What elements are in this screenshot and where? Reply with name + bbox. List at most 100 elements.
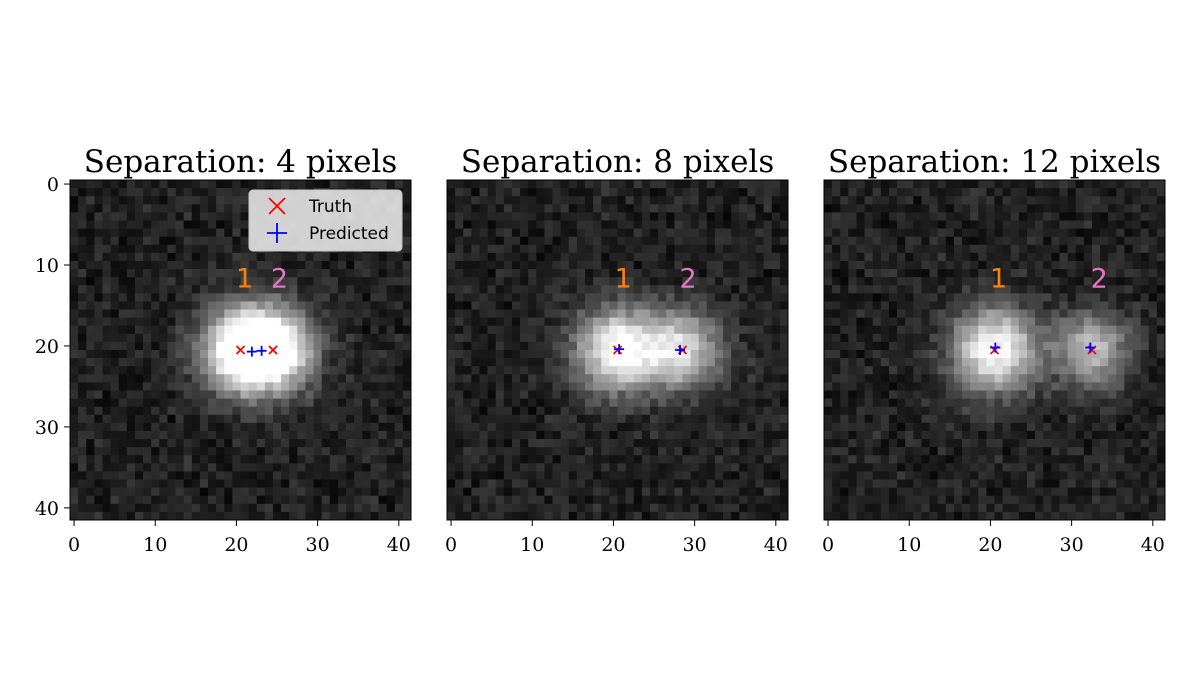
heatmap-pixel (658, 430, 667, 440)
heatmap-pixel (402, 414, 412, 424)
heatmap-pixel (248, 471, 258, 480)
heatmap-pixel (864, 244, 874, 254)
heatmap-pixel (503, 325, 513, 335)
heatmap-pixel (690, 366, 700, 375)
heatmap-pixel (1010, 301, 1020, 310)
heatmap-pixel (929, 374, 939, 383)
heatmap-pixel (1075, 350, 1085, 359)
heatmap-pixel (666, 374, 675, 383)
heatmap-pixel (199, 406, 209, 416)
heatmap-pixel (832, 382, 841, 391)
heatmap-pixel (864, 309, 874, 318)
heatmap-pixel (763, 269, 773, 278)
heatmap-pixel (495, 180, 505, 189)
heatmap-pixel (455, 398, 464, 408)
heatmap-pixel (921, 244, 930, 254)
heatmap-pixel (70, 277, 79, 286)
heatmap-pixel (723, 398, 732, 408)
heatmap-pixel (511, 390, 521, 399)
heatmap-pixel (110, 317, 120, 327)
predicted-marker (614, 344, 625, 355)
heatmap-pixel (1132, 236, 1141, 246)
heatmap-pixel (118, 390, 128, 399)
heatmap-pixel (281, 269, 290, 278)
heatmap-pixel (471, 180, 480, 189)
heatmap-pixel (175, 406, 185, 416)
heatmap-pixel (394, 422, 404, 432)
heatmap-pixel (248, 350, 258, 359)
heatmap-pixel (281, 430, 290, 440)
heatmap-pixel (487, 366, 497, 375)
heatmap-pixel (649, 511, 659, 521)
heatmap-pixel (167, 333, 176, 343)
heatmap-pixel (354, 260, 363, 270)
heatmap-pixel (528, 390, 537, 399)
heatmap-pixel (240, 293, 249, 302)
heatmap-pixel (1002, 269, 1012, 278)
heatmap-pixel (864, 333, 874, 343)
heatmap-pixel (1059, 422, 1068, 432)
heatmap-pixel (625, 422, 635, 432)
heatmap-pixel (552, 285, 562, 294)
heatmap-pixel (585, 390, 594, 399)
heatmap-pixel (143, 487, 152, 497)
heatmap-pixel (1083, 398, 1093, 408)
heatmap-pixel (329, 333, 339, 343)
heatmap-pixel (978, 414, 987, 424)
heatmap-pixel (937, 382, 947, 391)
heatmap-pixel (183, 277, 193, 286)
heatmap-pixel (544, 260, 553, 270)
heatmap-pixel (763, 503, 773, 513)
heatmap-pixel (593, 422, 602, 432)
heatmap-pixel (994, 390, 1003, 399)
heatmap-pixel (739, 309, 748, 318)
heatmap-pixel (216, 503, 225, 513)
heatmap-pixel (329, 374, 339, 383)
heatmap-pixel (232, 422, 241, 432)
heatmap-pixel (118, 374, 128, 383)
heatmap-pixel (763, 212, 773, 221)
heatmap-pixel (929, 244, 939, 254)
heatmap-pixel (731, 495, 740, 505)
heatmap-pixel (1100, 252, 1109, 262)
heatmap-pixel (151, 293, 160, 302)
heatmap-pixel (354, 439, 363, 448)
heatmap-pixel (1010, 293, 1020, 302)
heatmap-pixel (78, 439, 87, 448)
heatmap-pixel (625, 390, 635, 399)
heatmap-pixel (731, 398, 740, 408)
heatmap-pixel (329, 414, 339, 424)
heatmap-pixel (337, 398, 347, 408)
heatmap-pixel (544, 277, 553, 286)
heatmap-pixel (175, 244, 185, 254)
heatmap-pixel (134, 406, 144, 416)
heatmap-pixel (463, 390, 472, 399)
heatmap-pixel (1091, 293, 1101, 302)
heatmap-pixel (905, 366, 914, 375)
heatmap-pixel (568, 244, 578, 254)
heatmap-pixel (641, 463, 651, 472)
heatmap-pixel (224, 398, 233, 408)
heatmap-pixel (1132, 414, 1141, 424)
heatmap-pixel (1051, 422, 1060, 432)
heatmap-pixel (1091, 204, 1101, 213)
heatmap-pixel (1091, 350, 1101, 359)
heatmap-pixel (487, 350, 497, 359)
heatmap-pixel (329, 269, 339, 278)
heatmap-pixel (929, 252, 939, 262)
heatmap-pixel (1116, 358, 1125, 367)
heatmap-pixel (872, 269, 882, 278)
heatmap-pixel (682, 196, 691, 205)
heatmap-pixel (232, 503, 241, 513)
heatmap-pixel (248, 406, 258, 416)
heatmap-pixel (1043, 325, 1052, 335)
heatmap-pixel (674, 196, 683, 205)
heatmap-pixel (560, 382, 570, 391)
heatmap-pixel (1156, 236, 1166, 246)
heatmap-pixel (1067, 180, 1077, 189)
heatmap-pixel (872, 398, 882, 408)
heatmap-pixel (248, 333, 258, 343)
heatmap-pixel (658, 511, 667, 521)
heatmap-pixel (447, 204, 456, 213)
heatmap-pixel (698, 398, 708, 408)
